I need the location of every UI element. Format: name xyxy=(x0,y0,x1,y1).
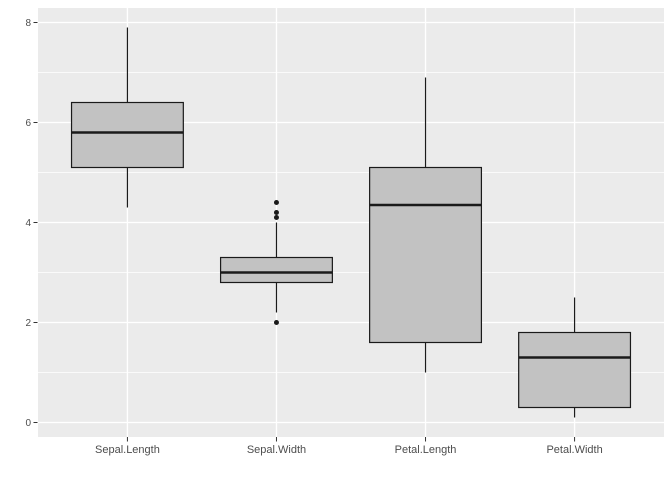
outlier-point xyxy=(273,320,279,325)
outlier-point xyxy=(273,200,279,205)
x-tick-label: Sepal.Length xyxy=(95,444,160,456)
x-tick-label: Sepal.Width xyxy=(247,444,306,456)
y-tick-label: 0 xyxy=(25,418,31,429)
x-tick-label: Petal.Length xyxy=(395,444,457,456)
boxplot-box xyxy=(219,256,333,284)
boxplot-box xyxy=(518,331,632,409)
outlier-point xyxy=(273,210,279,215)
boxplot-box xyxy=(70,101,184,169)
y-tick-label: 6 xyxy=(25,118,31,129)
y-tick-label: 4 xyxy=(25,218,31,229)
outlier-point xyxy=(273,215,279,220)
y-tick-label: 2 xyxy=(25,318,31,329)
y-tick-label: 8 xyxy=(25,18,31,29)
x-tick-label: Petal.Width xyxy=(546,444,602,456)
boxplot-box xyxy=(369,166,483,344)
